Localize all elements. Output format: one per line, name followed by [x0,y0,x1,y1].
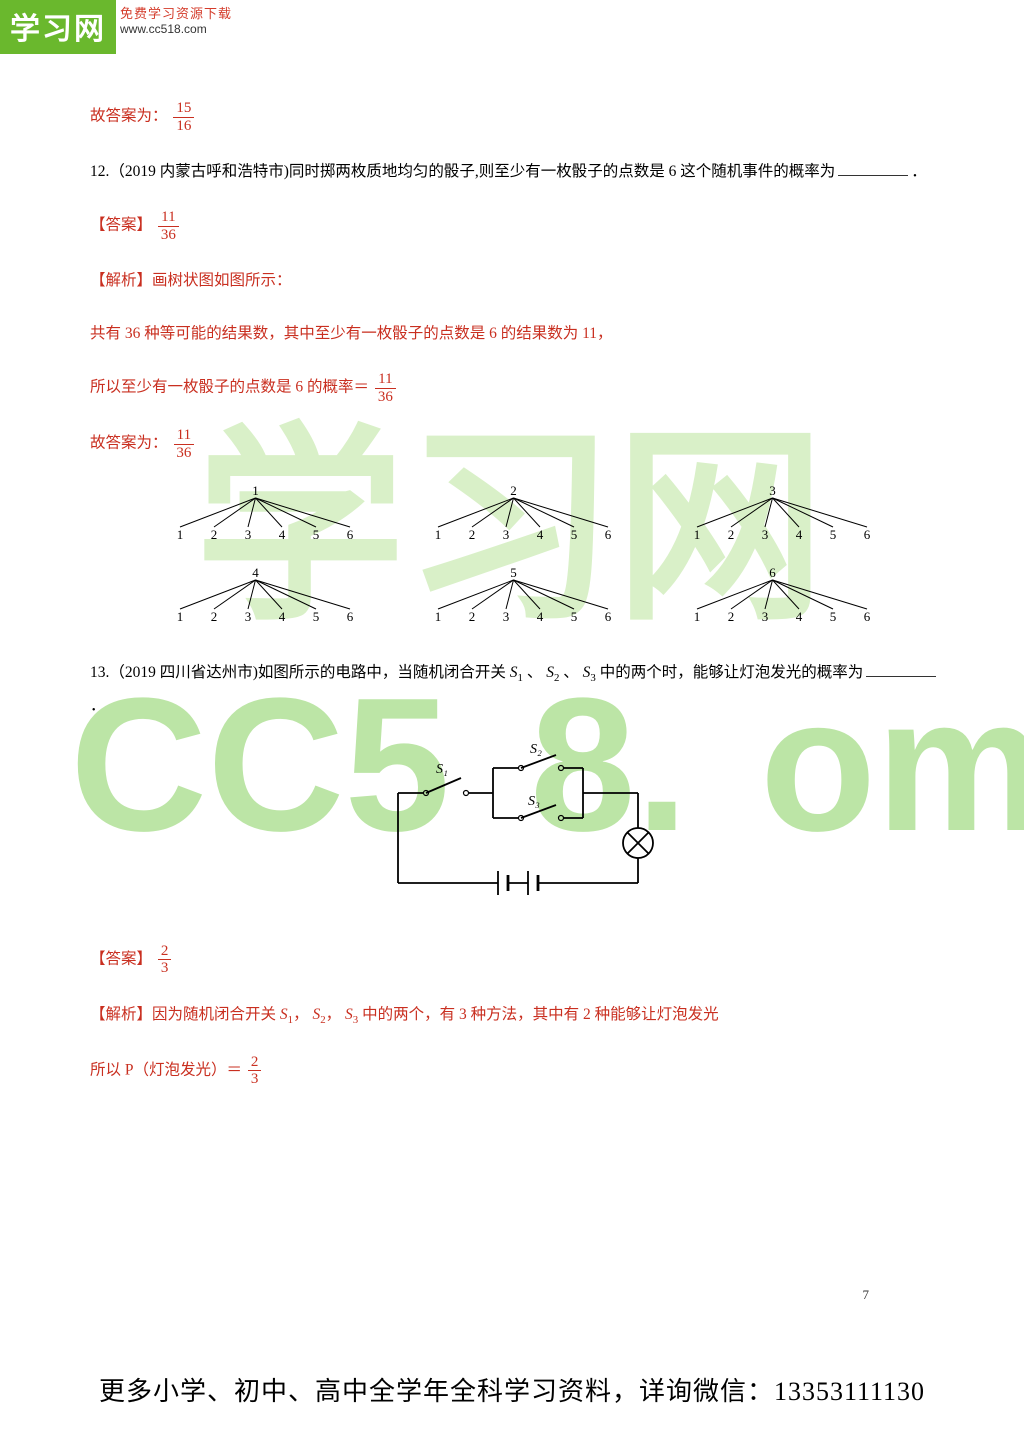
svg-text:5: 5 [313,527,320,542]
logo-tagline: 免费学习资源下载 [120,3,232,22]
svg-text:2: 2 [469,527,476,542]
svg-text:4: 4 [537,609,544,624]
svg-text:6: 6 [863,609,870,624]
page-number: 7 [863,1287,870,1303]
tree-cell: 6 1 2 3 4 5 6 [687,565,905,627]
svg-text:1: 1 [693,609,700,624]
tree-cell: 3 1 2 3 4 5 6 [687,483,905,545]
svg-text:2: 2 [211,527,218,542]
svg-text:3: 3 [761,527,768,542]
svg-text:4: 4 [279,527,286,542]
svg-text:6: 6 [347,609,354,624]
svg-text:4: 4 [252,565,259,580]
tree-cell: 5 1 2 3 4 5 6 [428,565,646,627]
tree-diagram: 1123456212345631234564123456512345661234… [170,483,905,627]
analysis-13: 【解析】因为随机闭合开关 S1， S2， S3 中的两个，有 3 种方法，其中有… [90,999,945,1032]
svg-text:5: 5 [829,609,836,624]
svg-text:2: 2 [469,609,476,624]
probability-13: 所以 P（灯泡发光）＝ 23 [90,1054,945,1088]
svg-text:6: 6 [863,527,870,542]
svg-text:1: 1 [177,609,184,624]
logo-badge: 学习网 [0,0,116,54]
svg-text:S₂: S₂ [530,743,542,757]
svg-text:3: 3 [245,609,252,624]
analysis-12-heading: 【解析】画树状图如图所示： [90,265,945,296]
site-logo: 学习网 免费学习资源下载 www.cc518.com [0,0,232,54]
question-13: 13.（2019 四川省达州市)如图所示的电路中，当随机闭合开关 S1 、 S2… [90,657,945,721]
answer-12-final: 故答案为： 1136 [90,427,945,461]
svg-text:3: 3 [761,609,768,624]
svg-text:3: 3 [503,527,510,542]
tree-cell: 2 1 2 3 4 5 6 [428,483,646,545]
svg-text:2: 2 [211,609,218,624]
circuit-diagram: S₁ S₂ S₃ [90,743,945,913]
analysis-12-line-b: 所以至少有一枚骰子的点数是 6 的概率＝ 1136 [90,371,945,405]
question-12: 12.（2019 内蒙古呼和浩特市)同时掷两枚质地均匀的骰子,则至少有一枚骰子的… [90,156,945,187]
analysis-12-line-a: 共有 36 种等可能的结果数，其中至少有一枚骰子的点数是 6 的结果数为 11， [90,318,945,349]
tree-cell: 4 1 2 3 4 5 6 [170,565,388,627]
svg-text:4: 4 [795,527,802,542]
svg-text:1: 1 [693,527,700,542]
svg-text:5: 5 [313,609,320,624]
svg-text:1: 1 [177,527,184,542]
svg-text:6: 6 [605,527,612,542]
answer-11-final: 故答案为： 1516 [90,100,945,134]
svg-text:3: 3 [503,609,510,624]
svg-text:5: 5 [571,527,578,542]
svg-text:2: 2 [511,483,518,498]
svg-text:S₃: S₃ [528,794,540,809]
footer-text: 更多小学、初中、高中全学年全科学习资料，详询微信：13353111130 [0,1371,1024,1408]
svg-text:4: 4 [279,609,286,624]
svg-text:5: 5 [511,565,518,580]
svg-text:3: 3 [245,527,252,542]
svg-text:2: 2 [727,527,734,542]
svg-text:4: 4 [795,609,802,624]
svg-text:1: 1 [435,609,442,624]
answer-12: 【答案】 1136 [90,209,945,243]
svg-text:6: 6 [347,527,354,542]
svg-text:5: 5 [829,527,836,542]
svg-text:6: 6 [605,609,612,624]
page-content: 故答案为： 1516 12.（2019 内蒙古呼和浩特市)同时掷两枚质地均匀的骰… [90,100,945,1110]
svg-text:6: 6 [769,565,776,580]
tree-cell: 1 1 2 3 4 5 6 [170,483,388,545]
svg-text:S₁: S₁ [436,762,448,777]
svg-text:1: 1 [252,483,259,498]
logo-url: www.cc518.com [120,22,232,36]
svg-text:2: 2 [727,609,734,624]
svg-text:4: 4 [537,527,544,542]
svg-text:5: 5 [571,609,578,624]
answer-13: 【答案】 23 [90,943,945,977]
svg-text:1: 1 [435,527,442,542]
svg-text:3: 3 [769,483,776,498]
